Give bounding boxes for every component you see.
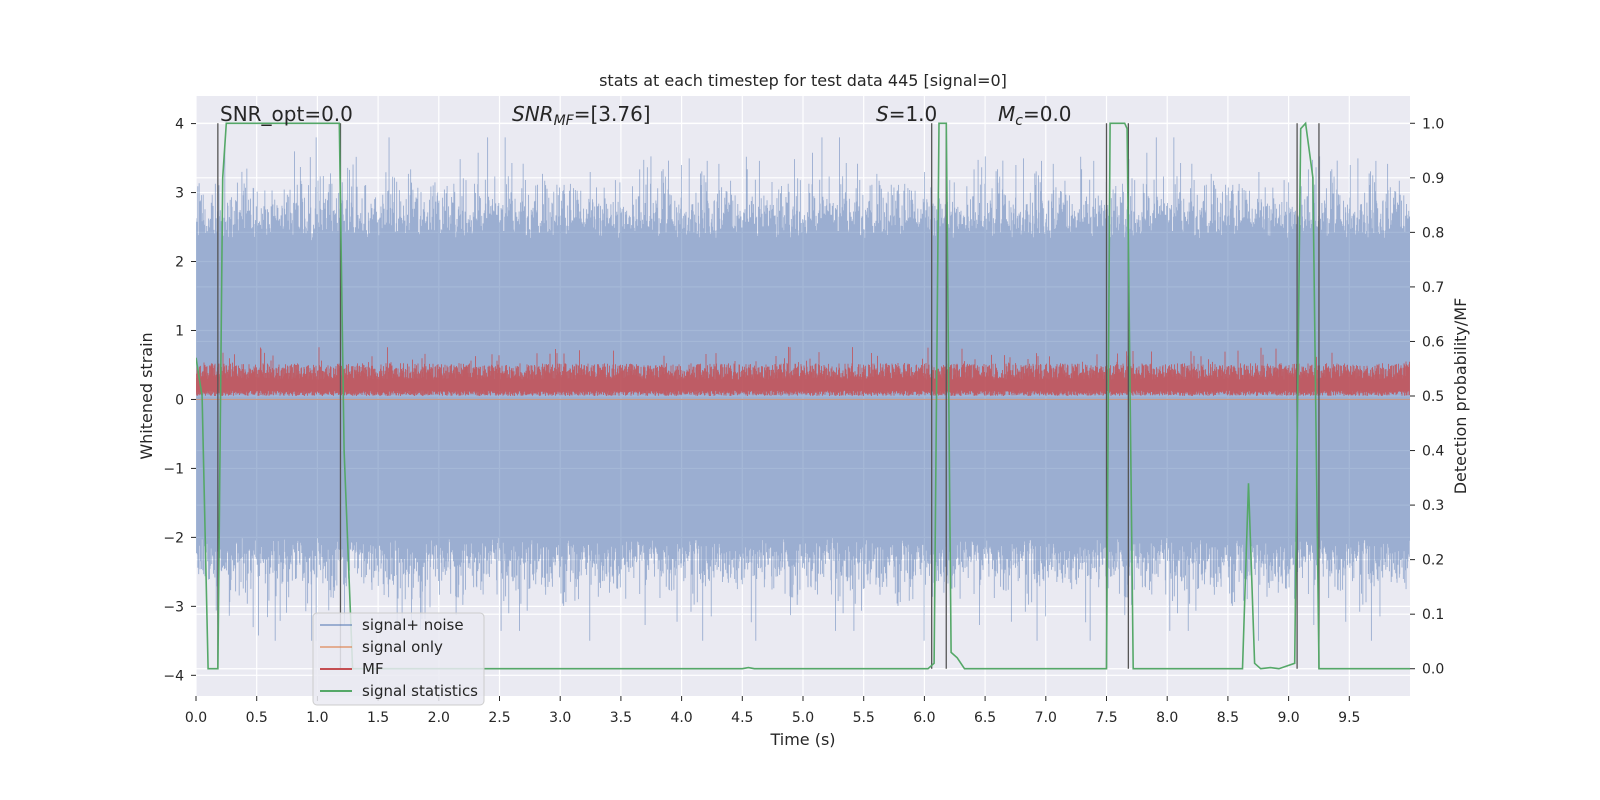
x-tick-label: 3.0 bbox=[549, 710, 571, 726]
y-tick-label-right: 0.4 bbox=[1422, 444, 1444, 460]
x-tick-label: 2.5 bbox=[488, 710, 510, 726]
y-tick-label-left: −3 bbox=[163, 599, 184, 615]
x-tick-label: 6.5 bbox=[974, 710, 996, 726]
y-tick-label-left: −2 bbox=[163, 530, 184, 546]
x-tick-label: 9.5 bbox=[1338, 710, 1360, 726]
y-tick-label-right: 0.0 bbox=[1422, 662, 1444, 678]
y-tick-label-right: 0.8 bbox=[1422, 225, 1444, 241]
mc-annotation: Mc=0.0 bbox=[998, 102, 1072, 129]
x-tick-label: 1.0 bbox=[306, 710, 328, 726]
y-tick-label-right: 1.0 bbox=[1422, 116, 1444, 132]
legend-label-signal-noise: signal+ noise bbox=[362, 616, 464, 634]
y-tick-label-right: 0.6 bbox=[1422, 334, 1444, 350]
mc-subscript: c bbox=[1015, 113, 1023, 129]
y-tick-label-right: 0.9 bbox=[1422, 171, 1444, 187]
y-tick-label-left: −4 bbox=[163, 668, 184, 684]
legend-box bbox=[312, 612, 485, 706]
x-tick-label: 5.0 bbox=[792, 710, 814, 726]
x-tick-label: 7.0 bbox=[1035, 710, 1057, 726]
signal-statistics-series bbox=[196, 121, 1410, 670]
x-axis-ticks: 0.0 0.5 1.0 1.5 2.0 2.5 3.0 3.5 4.0 4.5 5.0 5.5 6.0 6… bbox=[185, 696, 1360, 726]
y-axis-left-ticks: 4 3 2 1 0 −1 −2 −3 −4 bbox=[163, 117, 196, 684]
y-tick-label-right: 0.2 bbox=[1422, 553, 1444, 569]
legend-label-signal-statistics: signal statistics bbox=[362, 682, 478, 700]
chart-title: stats at each timestep for test data 445… bbox=[599, 71, 1007, 90]
snr-mf-annotation: SNRMF=[3.76] bbox=[512, 102, 651, 129]
snr-opt-annotation: SNR_opt=0.0 bbox=[220, 102, 353, 126]
x-tick-label: 8.5 bbox=[1217, 710, 1239, 726]
legend: signal+ noise signal only MF signal stat… bbox=[312, 612, 485, 706]
y-tick-label-left: 2 bbox=[175, 255, 184, 271]
x-tick-label: 3.5 bbox=[610, 710, 632, 726]
y-tick-label-left: 0 bbox=[175, 392, 184, 408]
snr-mf-value: =[3.76] bbox=[574, 102, 651, 126]
x-tick-label: 2.0 bbox=[428, 710, 450, 726]
s-value: =1.0 bbox=[889, 102, 938, 126]
y-tick-label-left: 1 bbox=[175, 323, 184, 339]
x-tick-label: 8.0 bbox=[1156, 710, 1178, 726]
x-tick-label: 5.5 bbox=[853, 710, 875, 726]
x-tick-label: 4.0 bbox=[670, 710, 692, 726]
y-tick-label-left: −1 bbox=[163, 461, 184, 477]
x-tick-label: 4.5 bbox=[731, 710, 753, 726]
x-tick-label: 6.0 bbox=[913, 710, 935, 726]
y-tick-label-right: 0.5 bbox=[1422, 389, 1444, 405]
y-axis-right-ticks: 1.0 0.9 0.8 0.7 0.6 0.5 0.4 0.3 0.2 0.1 0.0 bbox=[1410, 116, 1444, 678]
x-tick-label: 7.5 bbox=[1095, 710, 1117, 726]
y-tick-label-left: 3 bbox=[175, 186, 184, 202]
y-tick-label-right: 0.7 bbox=[1422, 280, 1444, 296]
mf-series bbox=[196, 346, 1410, 396]
snr-mf-subscript: MF bbox=[554, 113, 575, 129]
y-axis-right-label: Detection probability/MF bbox=[1451, 298, 1470, 495]
y-tick-label-right: 0.3 bbox=[1422, 498, 1444, 514]
mf-trace bbox=[196, 346, 1410, 396]
x-tick-label: 9.0 bbox=[1277, 710, 1299, 726]
legend-label-mf: MF bbox=[362, 660, 384, 678]
y-tick-label-left: 4 bbox=[175, 117, 184, 133]
y-axis-left-label: Whitened strain bbox=[137, 332, 156, 459]
x-axis-label: Time (s) bbox=[769, 730, 835, 749]
s-annotation: S=1.0 bbox=[876, 102, 937, 126]
mc-value: =0.0 bbox=[1023, 102, 1072, 126]
y-tick-label-right: 0.1 bbox=[1422, 607, 1444, 623]
mc-symbol: M bbox=[998, 102, 1015, 126]
x-tick-label: 1.5 bbox=[367, 710, 389, 726]
snr-mf-symbol: SNR bbox=[512, 102, 554, 126]
s-symbol: S bbox=[876, 102, 889, 126]
legend-label-signal-only: signal only bbox=[362, 638, 443, 656]
x-tick-label: 0.5 bbox=[246, 710, 268, 726]
x-tick-label: 0.0 bbox=[185, 710, 207, 726]
